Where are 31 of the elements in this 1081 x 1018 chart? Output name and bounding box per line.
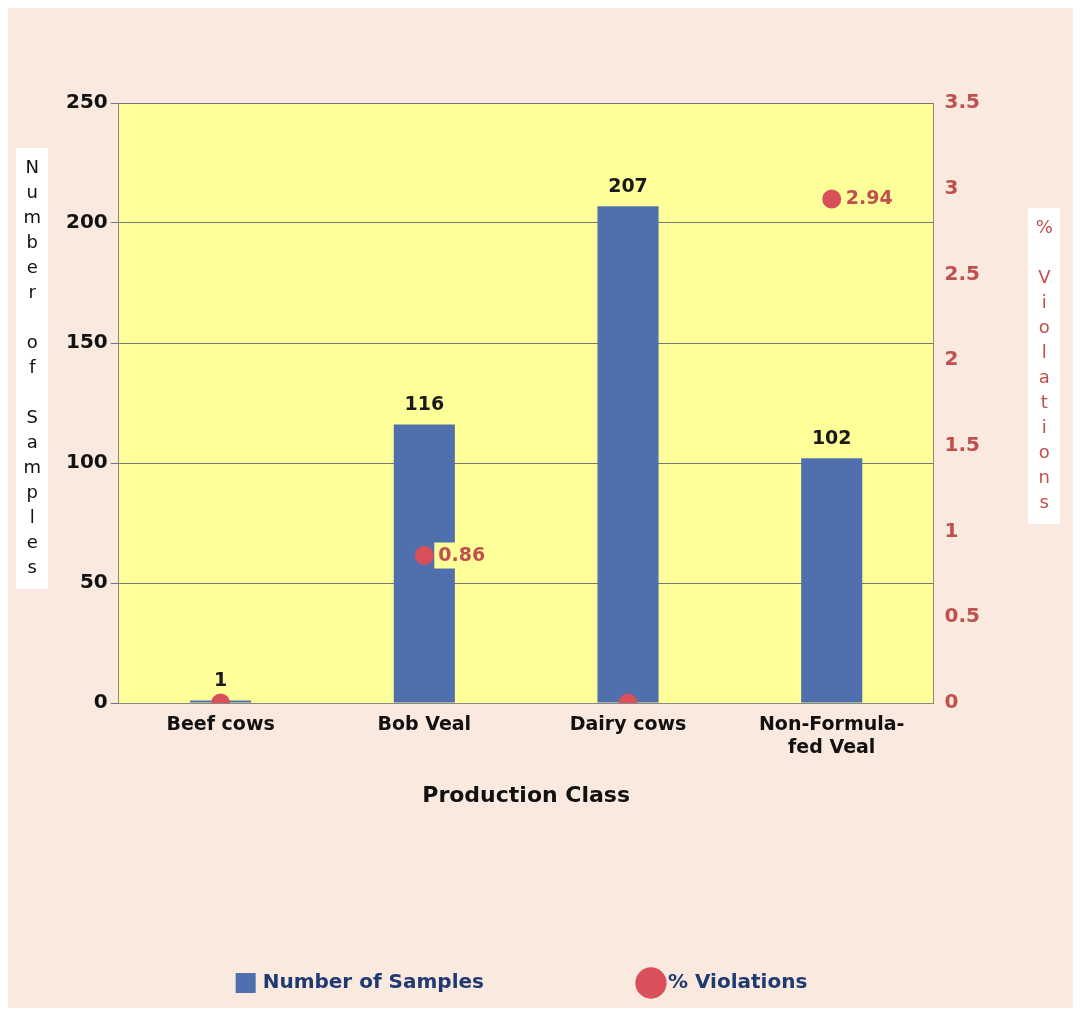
y2-tick-label: 2.5 [944, 260, 981, 285]
bar [801, 458, 863, 703]
data-label: 2.94 [845, 185, 893, 208]
y-axis-title: Number of Samples [16, 148, 48, 589]
y-tick-label: 150 [66, 329, 108, 354]
data-label: 0.86 [438, 542, 486, 565]
y2-tick-label: 2 [944, 346, 959, 371]
y-tick-label: 50 [79, 569, 108, 594]
y2-axis-title: % Violations [1028, 208, 1060, 524]
data-label: 102 [811, 425, 852, 448]
y-tick-label: 250 [66, 89, 108, 114]
y-tick-label: 0 [93, 689, 108, 714]
data-label: 116 [404, 392, 445, 415]
y-tick-label: 200 [66, 209, 108, 234]
y2-tick-label: 3.5 [944, 89, 981, 114]
data-label: 1 [213, 668, 228, 691]
legend-label: % Violations [667, 969, 808, 994]
y-tick-label: 100 [66, 449, 108, 474]
x-axis-title: Production Class [422, 781, 631, 807]
y2-tick-label: 1.5 [944, 432, 981, 457]
legend-label: Number of Samples [262, 969, 484, 994]
x-tick-label: Bob Veal [377, 712, 472, 735]
y2-tick-label: 0.5 [944, 603, 981, 628]
y2-tick-label: 1 [944, 517, 959, 542]
data-label: 207 [608, 173, 648, 196]
bar [597, 206, 659, 703]
x-tick-label: Beef cows [166, 712, 275, 735]
x-tick-label: Dairy cows [569, 712, 687, 735]
y2-tick-label: 0 [944, 689, 959, 714]
x-tick-label: Non-Formula-fed Veal [758, 712, 905, 758]
y2-tick-label: 3 [944, 174, 959, 199]
